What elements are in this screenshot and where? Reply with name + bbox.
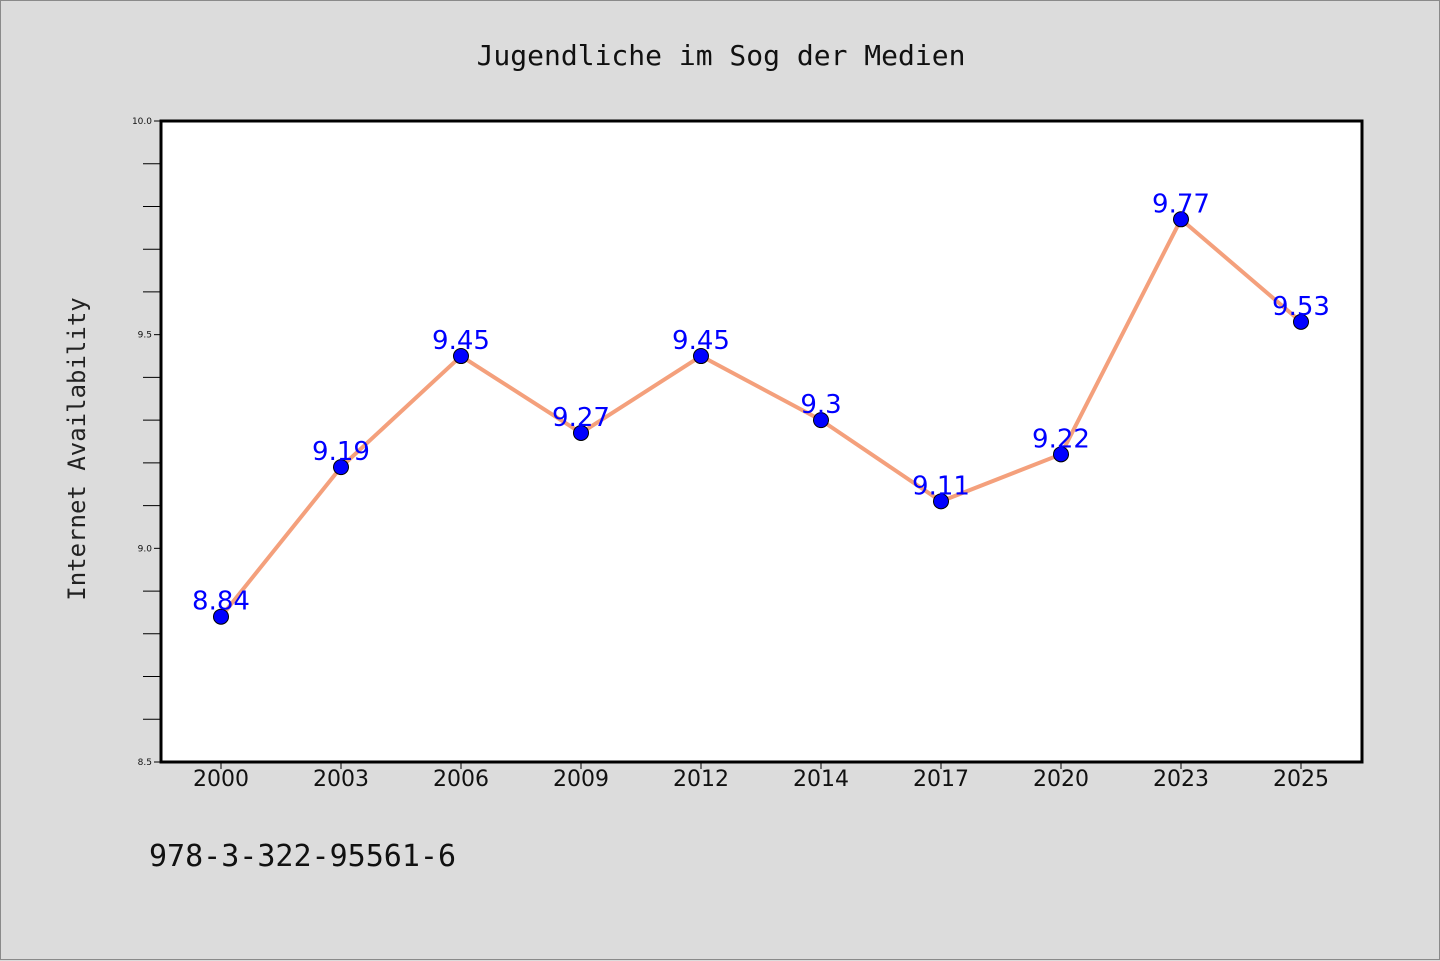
footer-code: 978-3-322-95561-6: [149, 839, 456, 874]
y-tick-labels: 8.5 9.0 9.5 10.0: [132, 117, 152, 768]
x-tick-label: 2003: [313, 767, 369, 792]
data-point: [1293, 313, 1309, 330]
data-point: [813, 412, 829, 429]
y-tick-label: 9.0: [138, 544, 153, 554]
data-point: [453, 348, 469, 365]
plot-border: [159, 119, 1364, 764]
y-tick-label: 10.0: [132, 117, 152, 127]
x-tick-label: 2023: [1153, 767, 1209, 792]
data-label: 9.11: [912, 471, 970, 501]
data-label: 9.45: [432, 326, 490, 356]
x-tick-label: 2012: [673, 767, 729, 792]
data-point: [933, 493, 949, 510]
data-point: [573, 424, 589, 441]
y-tick-label: 8.5: [138, 758, 152, 768]
chart-title: Jugendliche im Sog der Medien: [477, 39, 966, 72]
x-tick-label: 2025: [1273, 767, 1329, 792]
data-label: 9.27: [552, 403, 610, 433]
data-point: [1173, 211, 1189, 228]
data-label: 9.53: [1272, 292, 1330, 322]
data-label: 9.3: [800, 390, 841, 420]
x-tick-label: 2009: [553, 767, 609, 792]
y-tick-label: 9.5: [138, 331, 152, 341]
data-point: [1053, 446, 1069, 463]
data-label: 8.84: [192, 587, 250, 617]
data-labels: 8.84 9.19 9.45 9.27 9.45 9.3 9.11 9.22 9…: [192, 189, 1330, 616]
x-tick-label: 2006: [433, 767, 489, 792]
data-label: 9.45: [672, 326, 730, 356]
data-label: 9.19: [312, 437, 370, 467]
x-tick-label: 2017: [913, 767, 969, 792]
x-tick-label: 2020: [1033, 767, 1089, 792]
x-tick-label: 2000: [193, 767, 249, 792]
plot-area: [161, 121, 1362, 762]
data-label: 9.22: [1032, 424, 1090, 454]
y-axis: [143, 120, 161, 763]
data-label: 9.77: [1152, 189, 1210, 219]
x-tick-labels: 2000 2003 2006 2009 2012 2014 2017 2020 …: [193, 767, 1329, 792]
data-point: [213, 608, 229, 625]
x-tick-label: 2014: [793, 767, 849, 792]
series-line: [219, 217, 1303, 619]
series-markers: [213, 211, 1309, 625]
data-point: [693, 348, 709, 365]
data-point: [333, 459, 349, 476]
y-axis-label: Internet Availability: [63, 297, 91, 600]
